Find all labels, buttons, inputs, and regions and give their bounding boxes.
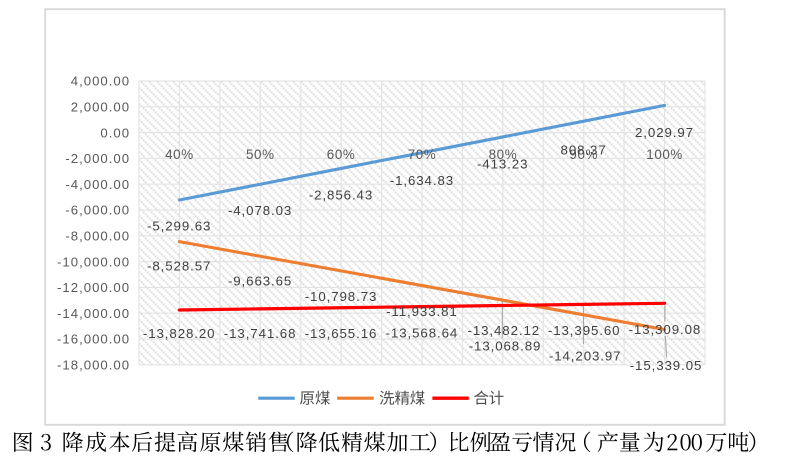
svg-text:4,000.00: 4,000.00: [71, 74, 130, 89]
svg-text:-18,000.00: -18,000.00: [57, 358, 130, 373]
svg-text:-13,741.68: -13,741.68: [224, 326, 297, 341]
svg-text:-2,856.43: -2,856.43: [309, 187, 373, 202]
svg-text:70%: 70%: [408, 147, 437, 162]
svg-text:50%: 50%: [246, 147, 275, 162]
svg-text:-14,203.97: -14,203.97: [549, 348, 622, 363]
svg-text:-2,000.00: -2,000.00: [65, 151, 130, 166]
svg-text:-15,339.05: -15,339.05: [630, 358, 703, 373]
svg-text:-8,528.57: -8,528.57: [147, 258, 211, 273]
svg-text:-13,482.12: -13,482.12: [468, 323, 541, 338]
svg-text:60%: 60%: [327, 147, 356, 162]
svg-text:100%: 100%: [646, 147, 683, 162]
svg-text:-1,634.83: -1,634.83: [390, 173, 454, 188]
svg-text:808.37: 808.37: [561, 143, 607, 158]
svg-text:2,000.00: 2,000.00: [71, 100, 130, 115]
svg-text:80%: 80%: [489, 147, 518, 162]
svg-text:90%: 90%: [569, 147, 598, 162]
svg-text:-5,299.63: -5,299.63: [147, 218, 211, 233]
svg-text:-12,000.00: -12,000.00: [57, 280, 130, 295]
svg-text:40%: 40%: [165, 147, 194, 162]
svg-text:-13,568.64: -13,568.64: [386, 325, 459, 340]
svg-text:-13,068.89: -13,068.89: [469, 338, 542, 353]
svg-text:-4,078.03: -4,078.03: [228, 203, 292, 218]
svg-text:-13,395.60: -13,395.60: [548, 323, 621, 338]
svg-text:-413.23: -413.23: [477, 157, 528, 172]
svg-text:-14,000.00: -14,000.00: [57, 306, 130, 321]
svg-text:-11,933.81: -11,933.81: [386, 304, 458, 319]
svg-text:-13,828.20: -13,828.20: [143, 326, 216, 341]
svg-text:2,029.97: 2,029.97: [635, 125, 694, 140]
svg-text:-10,798.73: -10,798.73: [305, 289, 378, 304]
svg-text:-6,000.00: -6,000.00: [65, 203, 130, 218]
svg-text:-13,309.08: -13,309.08: [629, 322, 702, 337]
svg-text:-13,655.16: -13,655.16: [305, 326, 378, 341]
svg-text:0.00: 0.00: [100, 125, 130, 140]
svg-text:-16,000.00: -16,000.00: [57, 332, 130, 347]
svg-text:-4,000.00: -4,000.00: [65, 177, 130, 192]
svg-text:-8,000.00: -8,000.00: [65, 229, 130, 244]
svg-text:-10,000.00: -10,000.00: [57, 254, 130, 269]
svg-text:-9,663.65: -9,663.65: [228, 274, 292, 289]
